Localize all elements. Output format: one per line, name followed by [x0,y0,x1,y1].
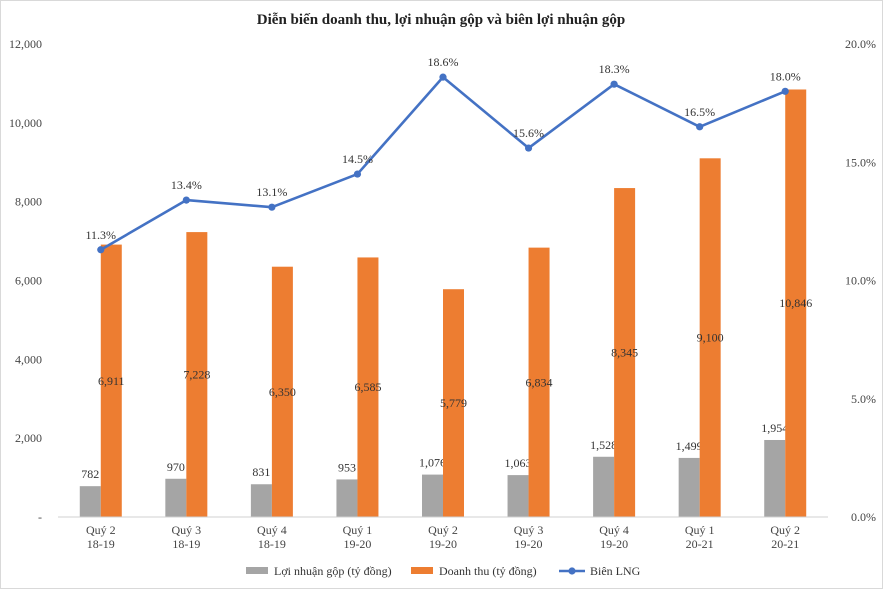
category-label-line2: 18-19 [87,537,115,551]
margin-data-label: 18.0% [770,69,801,83]
category-label-line2: 20-21 [686,537,714,551]
profit-bar [593,456,615,517]
right-tick-label: 5.0% [851,392,876,406]
left-tick-label: 4,000 [15,352,42,366]
revenue-data-label: 6,350 [269,385,296,399]
right-axis: 0.0% 5.0% 10.0% 15.0% 20.0% [845,37,876,524]
margin-data-label: 18.6% [428,55,459,69]
revenue-data-label: 6,911 [98,374,125,388]
margin-point [97,246,105,254]
right-tick-label: 10.0% [845,274,876,288]
legend-marker-margin [568,567,576,575]
profit-data-label: 1,499 [676,439,703,453]
margin-point [439,73,447,81]
profit-data-label: 953 [338,460,356,474]
profit-data-label: 831 [252,465,270,479]
revenue-bar [528,247,550,517]
revenue-bar [357,257,379,517]
profit-bar [250,484,272,517]
profit-data-label: 782 [81,467,99,481]
margin-data-label: 16.5% [684,105,715,119]
margin-point [268,203,276,211]
revenue-data-label: 7,228 [183,368,210,382]
revenue-data-label: 6,585 [354,380,381,394]
category-label-line1: Quý 4 [599,523,629,537]
profit-bar [764,439,786,517]
margin-point [353,170,362,178]
category-label-line1: Quý 2 [770,523,800,537]
category-label-line2: 20-21 [771,537,799,551]
legend-label-margin: Biên LNG [590,564,641,578]
left-tick-label: - [38,510,42,524]
profit-data-label: 970 [167,460,185,474]
right-tick-label: 20.0% [845,37,876,51]
category-label-line2: 19-20 [600,537,628,551]
legend-label-profit: Lợi nhuận gộp (tỷ đồng) [274,564,392,578]
revenue-data-label: 10,846 [779,296,812,310]
category-label-line1: Quý 1 [343,523,373,537]
left-tick-label: 12,000 [9,37,42,51]
category-label-line1: Quý 4 [257,523,287,537]
right-tick-label: 0.0% [851,510,876,524]
profit-bar [507,475,529,517]
margin-data-label: 13.4% [171,178,202,192]
profit-bar [678,457,700,517]
left-axis: - 2,000 4,000 6,000 8,000 10,000 12,000 [9,37,42,524]
category-label-line2: 18-19 [172,537,200,551]
legend: Lợi nhuận gộp (tỷ đồng) Doanh thu (tỷ đồn… [246,564,641,578]
category-label-line1: Quý 1 [685,523,715,537]
margin-data-label: 11.3% [85,228,116,242]
category-label-line2: 19-20 [429,537,457,551]
profit-data-label: 1,954 [761,421,788,435]
line-layer: 11.3% 13.4% 13.1% 14.5% 18.6% 15.6% 18.3% 16.5%… [85,55,801,254]
revenue-bar [785,89,807,518]
category-label-line2: 19-20 [515,537,543,551]
margin-point [610,80,618,88]
margin-point [182,196,190,204]
right-tick-label: 15.0% [845,155,876,169]
category-label-line1: Quý 2 [86,523,116,537]
category-label-line2: 18-19 [258,537,286,551]
profit-data-label: 1,528 [590,438,617,452]
revenue-data-label: 8,345 [611,346,638,360]
profit-bar [422,474,443,517]
margin-point [781,87,789,95]
category-label-line1: Quý 2 [428,523,458,537]
margin-point [524,144,533,152]
revenue-data-label: 5,779 [440,396,467,410]
profit-bar [165,478,187,517]
chart-title: Diễn biến doanh thu, lợi nhuận gộp và bi… [257,12,625,28]
category-label-line2: 19-20 [343,537,371,551]
revenue-bar [186,232,208,518]
legend-label-revenue: Doanh thu (tỷ đồng) [439,564,537,578]
margin-data-label: 18.3% [599,62,630,76]
margin-data-label: 14.5% [342,152,373,166]
profit-data-label: 1,076 [419,456,446,470]
left-tick-label: 6,000 [15,274,42,288]
margin-data-label: 13.1% [256,185,287,199]
revenue-data-label: 9,100 [697,331,724,345]
revenue-bar [100,244,122,517]
left-tick-label: 10,000 [9,116,42,130]
profit-data-label: 1,063 [505,456,532,470]
category-label-line1: Quý 3 [171,523,201,537]
category-label-line1: Quý 3 [514,523,544,537]
profit-bar [79,486,101,517]
profit-bar [336,479,358,517]
legend-swatch-profit [246,567,268,574]
revenue-bar [614,188,636,517]
bars-layer: 782 6,911 970 7,228 831 6,350 953 6,585 1,076 5,7… [79,89,812,518]
revenue-bar [443,289,464,517]
revenue-data-label: 6,834 [526,375,553,389]
legend-swatch-revenue [411,567,433,574]
revenue-bar [699,158,721,517]
margin-data-label: 15.6% [513,126,544,140]
left-tick-label: 2,000 [15,431,42,445]
margin-point [696,123,704,131]
revenue-bar [271,266,293,517]
left-tick-label: 8,000 [15,195,42,209]
